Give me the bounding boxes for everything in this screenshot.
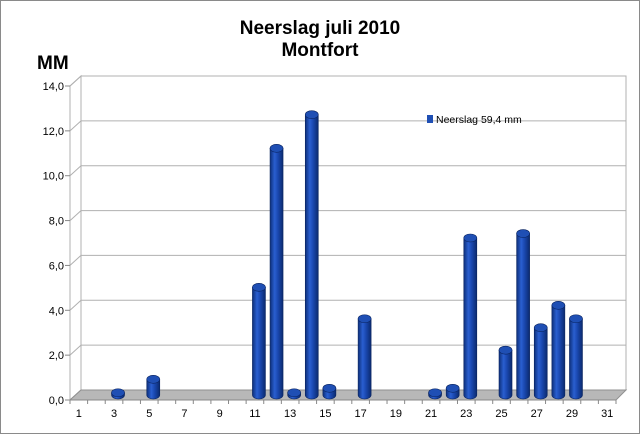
x-tick-label: 3 xyxy=(111,408,117,420)
x-tick-label: 11 xyxy=(249,408,260,420)
x-tick-label: 31 xyxy=(601,408,613,420)
y-tick-label: 12,0 xyxy=(43,126,64,138)
y-axis-label: MM xyxy=(37,53,69,74)
x-tick-label: 15 xyxy=(319,408,331,420)
x-tick-label: 21 xyxy=(425,408,437,420)
x-tick-label: 5 xyxy=(146,408,152,420)
bar-day-17 xyxy=(357,314,372,400)
x-tick-label: 25 xyxy=(495,408,507,420)
bar-day-11 xyxy=(252,283,266,400)
x-tick-label: 23 xyxy=(460,408,472,420)
y-tick-label: 8,0 xyxy=(49,216,64,228)
y-tick-label: 0,0 xyxy=(49,395,64,407)
x-tick-label: 17 xyxy=(354,408,366,420)
bar-day-29 xyxy=(569,314,583,400)
plot-side-wall xyxy=(69,74,82,402)
chart-subtitle: Montfort xyxy=(281,40,359,61)
bar-day-25 xyxy=(498,345,513,400)
gridline-side xyxy=(69,255,82,266)
x-tick-label: 29 xyxy=(566,408,578,420)
gridline-side xyxy=(69,210,82,221)
gridline-side xyxy=(69,299,82,311)
bar-day-3 xyxy=(111,388,125,400)
bar-day-5 xyxy=(146,374,161,400)
x-tick-label: 13 xyxy=(284,408,296,420)
y-tick-label: 2,0 xyxy=(49,350,64,362)
bar-day-12 xyxy=(269,143,284,400)
bar-day-22 xyxy=(445,383,460,400)
bar-day-27 xyxy=(533,323,548,400)
y-tick-label: 4,0 xyxy=(49,305,64,317)
gridline-side xyxy=(69,165,82,177)
legend-swatch xyxy=(427,115,433,123)
bar-day-26 xyxy=(516,229,530,400)
x-tick-label: 27 xyxy=(531,408,543,420)
bar-day-14 xyxy=(304,110,319,400)
legend-label: Neerslag 59,4 mm xyxy=(436,114,522,126)
x-tick-label: 1 xyxy=(76,408,82,420)
bar-day-15 xyxy=(322,383,337,400)
y-tick-label: 14,0 xyxy=(43,81,64,93)
y-tick-label: 10,0 xyxy=(43,171,64,183)
bar-day-21 xyxy=(428,388,442,400)
gridline-side xyxy=(69,344,82,356)
chart-title: Neerslag juli 2010 xyxy=(239,18,401,39)
y-tick-label: 6,0 xyxy=(49,260,64,272)
gridline-side xyxy=(69,75,82,87)
gridline-side xyxy=(69,120,82,132)
x-tick-label: 7 xyxy=(181,408,187,420)
x-tick-label: 9 xyxy=(217,408,223,420)
bar-day-13 xyxy=(287,388,301,400)
x-tick-label: 19 xyxy=(390,408,402,420)
bar-day-23 xyxy=(463,233,478,400)
bar-day-28 xyxy=(551,300,566,400)
